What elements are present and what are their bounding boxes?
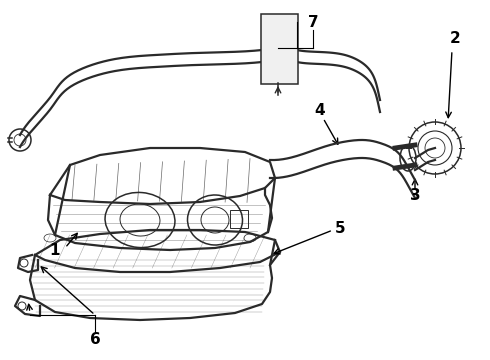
Text: 3: 3: [410, 188, 420, 202]
Text: 7: 7: [308, 14, 319, 30]
Text: 1: 1: [50, 243, 60, 257]
Text: 5: 5: [335, 220, 345, 235]
Text: 4: 4: [315, 103, 325, 117]
Text: 6: 6: [90, 333, 100, 347]
Text: 2: 2: [450, 31, 461, 45]
FancyBboxPatch shape: [261, 14, 298, 84]
